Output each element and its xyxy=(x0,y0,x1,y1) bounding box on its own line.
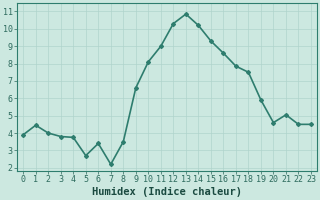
X-axis label: Humidex (Indice chaleur): Humidex (Indice chaleur) xyxy=(92,187,242,197)
